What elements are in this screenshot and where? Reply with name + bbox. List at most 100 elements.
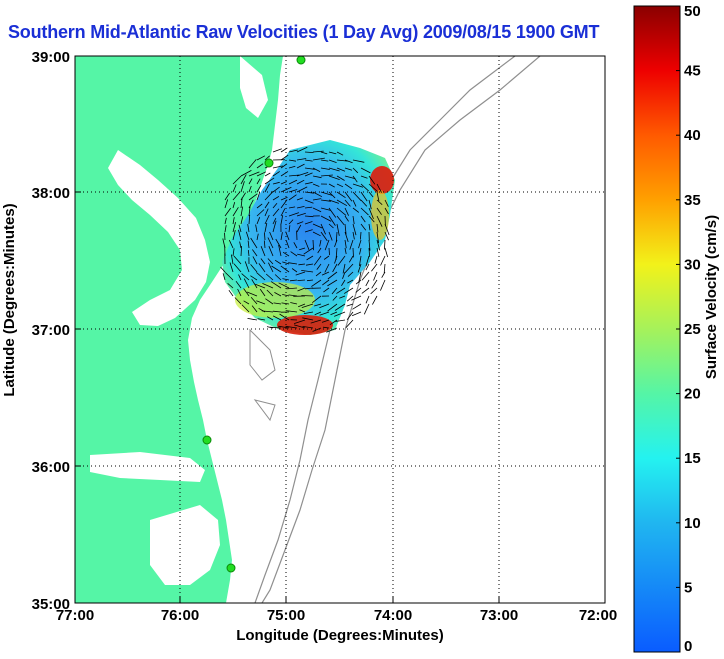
velocity-vector	[352, 215, 355, 225]
y-axis-label: Latitude (Degrees:Minutes)	[1, 203, 18, 396]
velocity-vector	[238, 229, 242, 241]
velocity-vector	[278, 282, 290, 289]
velocity-vector	[269, 326, 282, 329]
velocity-vector	[303, 311, 314, 314]
velocity-vector	[299, 247, 306, 251]
velocity-vector	[336, 191, 346, 199]
velocity-vector	[352, 231, 355, 240]
velocity-vector	[296, 186, 308, 193]
velocity-vector	[282, 294, 290, 297]
velocity-vector	[291, 268, 298, 273]
velocity-vector	[330, 311, 338, 316]
delaware-bay	[240, 56, 268, 118]
velocity-vector	[288, 159, 297, 162]
velocity-vector	[280, 196, 288, 201]
velocity-vector	[227, 282, 234, 289]
velocity-vector	[355, 287, 362, 293]
velocity-vector	[324, 263, 330, 273]
velocity-vector	[256, 233, 259, 241]
velocity-vector	[360, 231, 362, 240]
colorbar-label: Surface Velocity (cm/s)	[703, 215, 720, 379]
velocity-vector	[344, 263, 354, 273]
velocity-vector	[280, 181, 287, 185]
velocity-vector	[298, 303, 306, 308]
velocity-vector	[352, 199, 357, 207]
velocity-vector	[256, 203, 263, 209]
x-tick-label: 72:00	[579, 607, 617, 624]
lat-lon-grid	[75, 56, 605, 603]
velocity-vector	[332, 263, 338, 273]
velocity-vector	[272, 181, 280, 185]
velocity-vector	[304, 167, 315, 170]
velocity-vector	[360, 223, 367, 231]
velocity-vector	[335, 319, 346, 322]
velocity-vector	[248, 214, 251, 225]
velocity-vector	[311, 279, 322, 287]
station-marker[interactable]	[202, 435, 212, 445]
velocity-vector	[272, 220, 277, 233]
velocity-vector	[322, 279, 330, 286]
velocity-vector	[258, 263, 266, 273]
velocity-vector	[304, 191, 314, 194]
velocity-vector	[344, 231, 349, 243]
velocity-vector	[269, 231, 274, 241]
velocity-vector	[250, 237, 258, 249]
pamlico-sound	[150, 505, 220, 585]
velocity-vector	[334, 303, 346, 311]
velocity-vector	[365, 295, 370, 304]
station-marker[interactable]	[264, 158, 274, 168]
velocity-vector	[301, 295, 314, 297]
velocity-vector	[282, 251, 290, 257]
velocity-vector	[304, 239, 310, 251]
velocity-vector	[336, 207, 347, 216]
velocity-vector	[344, 199, 351, 207]
velocity-vector	[321, 319, 330, 323]
velocity-vector	[272, 171, 280, 177]
velocity-vector	[328, 191, 336, 199]
velocity-vector	[304, 199, 314, 204]
velocity-vector	[320, 167, 330, 170]
velocity-vector	[348, 255, 354, 263]
velocity-vector	[268, 262, 274, 273]
velocity-vector	[248, 171, 260, 177]
velocity-vector	[286, 287, 298, 290]
velocity-vector	[370, 287, 378, 295]
velocity-vector	[232, 248, 235, 257]
velocity-vector	[355, 279, 362, 285]
velocity-vector	[299, 309, 306, 313]
velocity-vector	[272, 165, 283, 169]
velocity-vector	[263, 240, 266, 249]
velocity-vector	[278, 244, 282, 257]
velocity-vector	[320, 215, 332, 222]
velocity-vector	[296, 163, 305, 169]
velocity-vector	[229, 262, 234, 273]
velocity-vector	[280, 232, 283, 241]
colorbar-tick-label: 20	[684, 386, 701, 403]
velocity-vector	[256, 163, 264, 169]
velocity-vector	[322, 326, 330, 329]
velocity-vector	[238, 274, 242, 281]
velocity-vector	[328, 175, 340, 180]
velocity-vector	[247, 318, 258, 321]
colorbar-ticks: 0 5 10 15 20 25 30 35 40 45 50	[676, 3, 701, 655]
station-marker[interactable]	[226, 563, 236, 573]
velocity-vector	[312, 223, 323, 229]
velocity-vector	[331, 287, 338, 295]
velocity-vector	[246, 291, 258, 297]
velocity-vector	[220, 266, 226, 273]
velocity-vector	[352, 247, 354, 258]
velocity-vector	[280, 208, 286, 217]
velocity-vector	[359, 247, 362, 255]
velocity-vector	[255, 283, 266, 289]
velocity-vector	[232, 217, 235, 225]
velocity-vector	[266, 316, 274, 321]
velocity-vector	[315, 271, 322, 277]
station-marker[interactable]	[296, 55, 306, 65]
velocity-vector	[296, 172, 309, 177]
velocity-vector	[365, 255, 370, 267]
velocity-vector	[324, 239, 330, 251]
velocity-vector	[264, 208, 269, 217]
velocity-vector	[282, 278, 290, 281]
velocity-vector	[264, 232, 266, 241]
velocity-vector	[290, 251, 298, 257]
